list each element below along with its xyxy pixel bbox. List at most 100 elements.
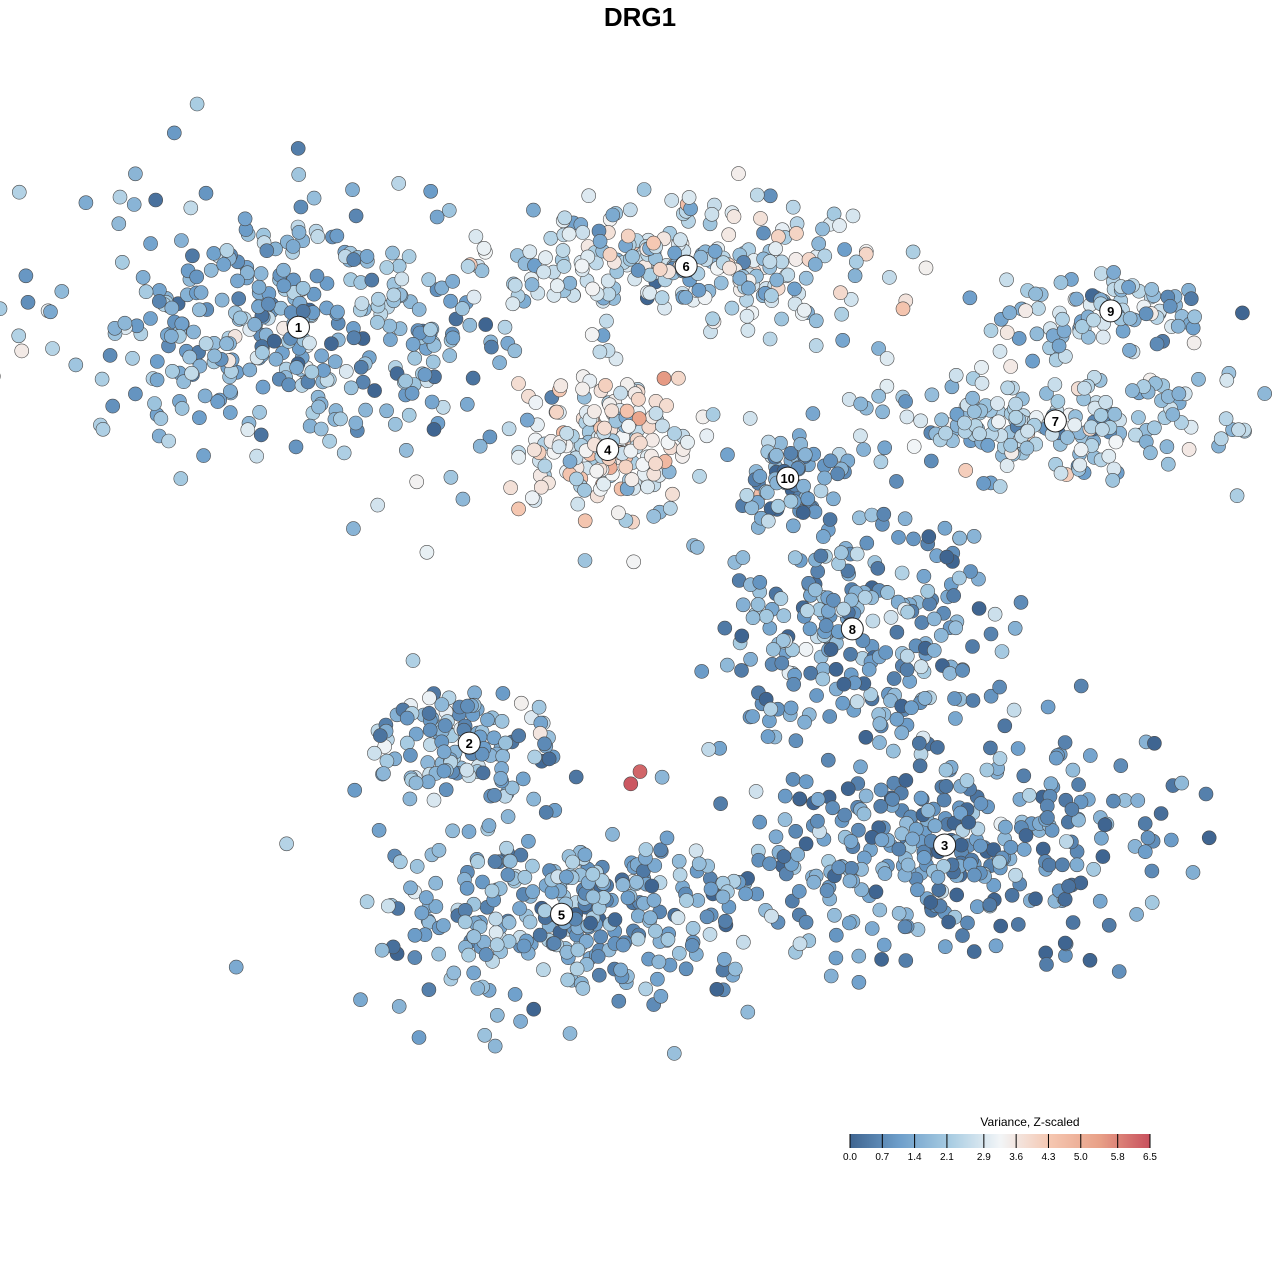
- cell-point: [533, 479, 549, 495]
- cell-point: [774, 655, 790, 671]
- cluster-label-10: 10: [776, 466, 800, 490]
- cell-point: [1147, 735, 1162, 751]
- colorbar-tick-label: 1.4: [908, 1152, 922, 1163]
- cell-point: [898, 394, 913, 409]
- cell-point: [501, 915, 517, 930]
- cell-point: [965, 639, 980, 654]
- cell-point: [259, 243, 275, 258]
- cell-point: [949, 887, 965, 903]
- cell-point: [885, 743, 901, 759]
- cell-point: [671, 370, 686, 386]
- cell-point: [500, 809, 516, 824]
- cell-point: [94, 371, 110, 387]
- cell-point: [392, 854, 408, 870]
- cell-point: [740, 322, 756, 338]
- cell-point: [797, 447, 813, 463]
- cell-point: [291, 167, 307, 182]
- cell-point: [1003, 839, 1019, 855]
- cell-point: [466, 929, 482, 945]
- cell-point: [314, 348, 329, 364]
- cell-point: [883, 610, 899, 625]
- cell-point: [873, 454, 889, 470]
- cell-point: [197, 388, 213, 404]
- cell-point: [605, 826, 620, 842]
- cell-point: [1095, 849, 1111, 864]
- cell-point: [732, 270, 748, 286]
- cell-point: [894, 725, 910, 741]
- cell-point: [602, 247, 618, 262]
- cluster-label-badge: [933, 833, 957, 857]
- cell-point: [345, 182, 360, 197]
- cell-point: [207, 348, 222, 364]
- cell-point: [626, 554, 642, 570]
- cell-point: [823, 968, 839, 984]
- cell-point: [150, 354, 165, 369]
- cell-point: [886, 671, 902, 686]
- cell-point: [1008, 409, 1024, 425]
- cell-point: [268, 351, 284, 367]
- cell-point: [841, 915, 857, 931]
- cell-point: [983, 323, 999, 338]
- cell-point: [526, 791, 542, 807]
- cell-point: [1008, 396, 1024, 412]
- cell-point: [845, 208, 861, 224]
- cell-point: [11, 328, 27, 344]
- cell-point: [636, 182, 652, 197]
- cell-point: [607, 912, 623, 927]
- cell-point: [459, 396, 475, 412]
- cell-point: [117, 315, 133, 331]
- cell-point: [445, 330, 461, 346]
- cell-point: [966, 404, 982, 419]
- cluster-labels: 1 2 3 4 5 6 7 8 9 10: [286, 254, 1123, 926]
- cell-point: [559, 425, 575, 441]
- cell-point: [596, 476, 611, 492]
- cluster-label-4: 4: [596, 438, 620, 462]
- cell-point: [966, 867, 982, 883]
- cell-point: [434, 280, 450, 296]
- cell-point: [1106, 265, 1121, 280]
- cell-point: [997, 718, 1013, 734]
- cell-point: [592, 344, 608, 360]
- cell-point: [495, 748, 511, 764]
- colorbar-tick-label: 6.5: [1143, 1152, 1157, 1163]
- cell-point: [642, 285, 658, 301]
- cell-point: [289, 360, 304, 375]
- cell-point: [1083, 748, 1098, 763]
- cell-point: [745, 610, 761, 626]
- cell-point: [976, 476, 991, 491]
- cell-point: [391, 176, 407, 191]
- cell-point: [474, 263, 490, 279]
- cell-point: [370, 497, 386, 513]
- cell-point: [428, 899, 444, 914]
- cell-point: [482, 429, 498, 445]
- cell-point: [261, 296, 276, 312]
- cluster-label-text: 6: [683, 259, 690, 274]
- cluster-label-2: 2: [457, 731, 481, 755]
- cell-point: [210, 394, 225, 409]
- cell-point: [470, 854, 486, 870]
- cell-point: [577, 482, 592, 498]
- cell-point: [445, 274, 461, 289]
- cell-point: [423, 184, 439, 199]
- cell-point: [879, 351, 895, 366]
- cell-point: [1039, 386, 1054, 401]
- cell-point: [654, 769, 670, 785]
- cell-point: [333, 411, 348, 427]
- cell-point: [833, 545, 849, 561]
- cell-point: [891, 905, 907, 921]
- colorbar-tick-label: 4.3: [1042, 1152, 1056, 1163]
- cell-point: [502, 853, 518, 869]
- cell-point: [1164, 832, 1179, 848]
- cell-point: [813, 548, 829, 564]
- cell-point: [965, 693, 981, 708]
- cell-point: [998, 819, 1013, 835]
- cell-point: [500, 867, 516, 883]
- cell-point: [805, 406, 821, 421]
- cell-point: [512, 901, 527, 916]
- cell-point: [632, 764, 648, 779]
- cell-point: [905, 831, 920, 847]
- cell-point: [789, 226, 804, 241]
- cell-point: [807, 257, 823, 272]
- cell-point: [422, 722, 438, 738]
